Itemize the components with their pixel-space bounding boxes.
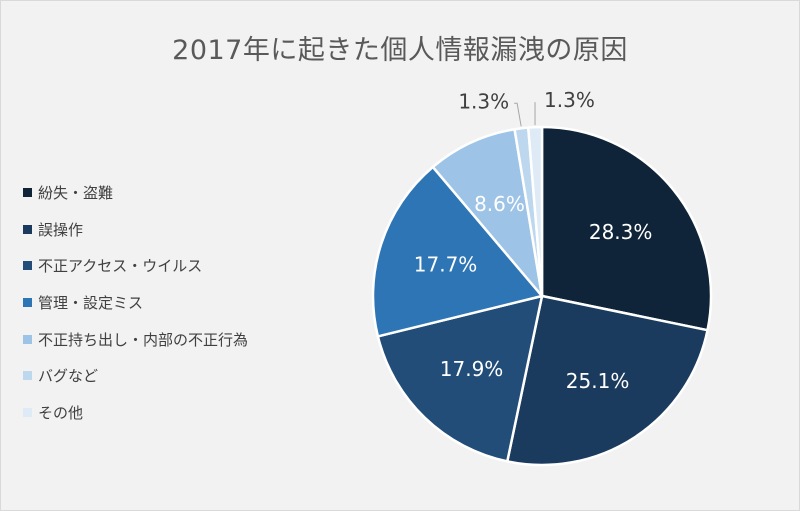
legend-item: 誤操作	[23, 211, 248, 248]
data-label: 8.6%	[474, 192, 525, 216]
legend-label: 紛失・盗難	[38, 183, 114, 202]
data-label: 28.3%	[589, 220, 653, 244]
legend-label: 不正アクセス・ウイルス	[38, 257, 203, 276]
pie-slice	[431, 127, 544, 298]
pie-slice	[371, 165, 544, 338]
leader-line	[514, 102, 522, 127]
data-label: 25.1%	[566, 369, 630, 393]
pie-slice	[506, 294, 709, 467]
legend-label: バグなど	[38, 367, 99, 386]
legend-swatch	[23, 371, 32, 381]
legend: 紛失・盗難 誤操作 不正アクセス・ウイルス 管理・設定ミス 不正持ち出し・内部の…	[23, 174, 248, 431]
data-label: 1.3%	[458, 89, 509, 113]
legend-swatch	[23, 334, 32, 344]
data-label: 17.7%	[414, 253, 478, 277]
legend-item: その他	[23, 394, 248, 431]
legend-swatch	[23, 224, 32, 234]
pie-slice	[540, 125, 713, 332]
legend-swatch	[23, 187, 32, 197]
legend-label: 誤操作	[38, 220, 84, 239]
legend-item: バグなど	[23, 357, 248, 394]
legend-swatch	[23, 297, 32, 307]
legend-label: 不正持ち出し・内部の不正行為	[38, 330, 249, 349]
legend-item: 紛失・盗難	[23, 174, 248, 211]
legend-swatch	[23, 407, 32, 417]
data-label: 17.9%	[440, 357, 504, 381]
legend-label: 管理・設定ミス	[38, 293, 144, 312]
legend-swatch	[23, 261, 32, 271]
legend-label: その他	[38, 403, 84, 422]
pie-slice	[526, 125, 544, 298]
legend-item: 不正アクセス・ウイルス	[23, 247, 248, 284]
chart-title: 2017年に起きた個人情報漏洩の原因	[172, 35, 628, 66]
pie-slice	[376, 294, 544, 463]
legend-item: 不正持ち出し・内部の不正行為	[23, 321, 248, 358]
data-label: 1.3%	[544, 88, 595, 112]
legend-item: 管理・設定ミス	[23, 284, 248, 321]
